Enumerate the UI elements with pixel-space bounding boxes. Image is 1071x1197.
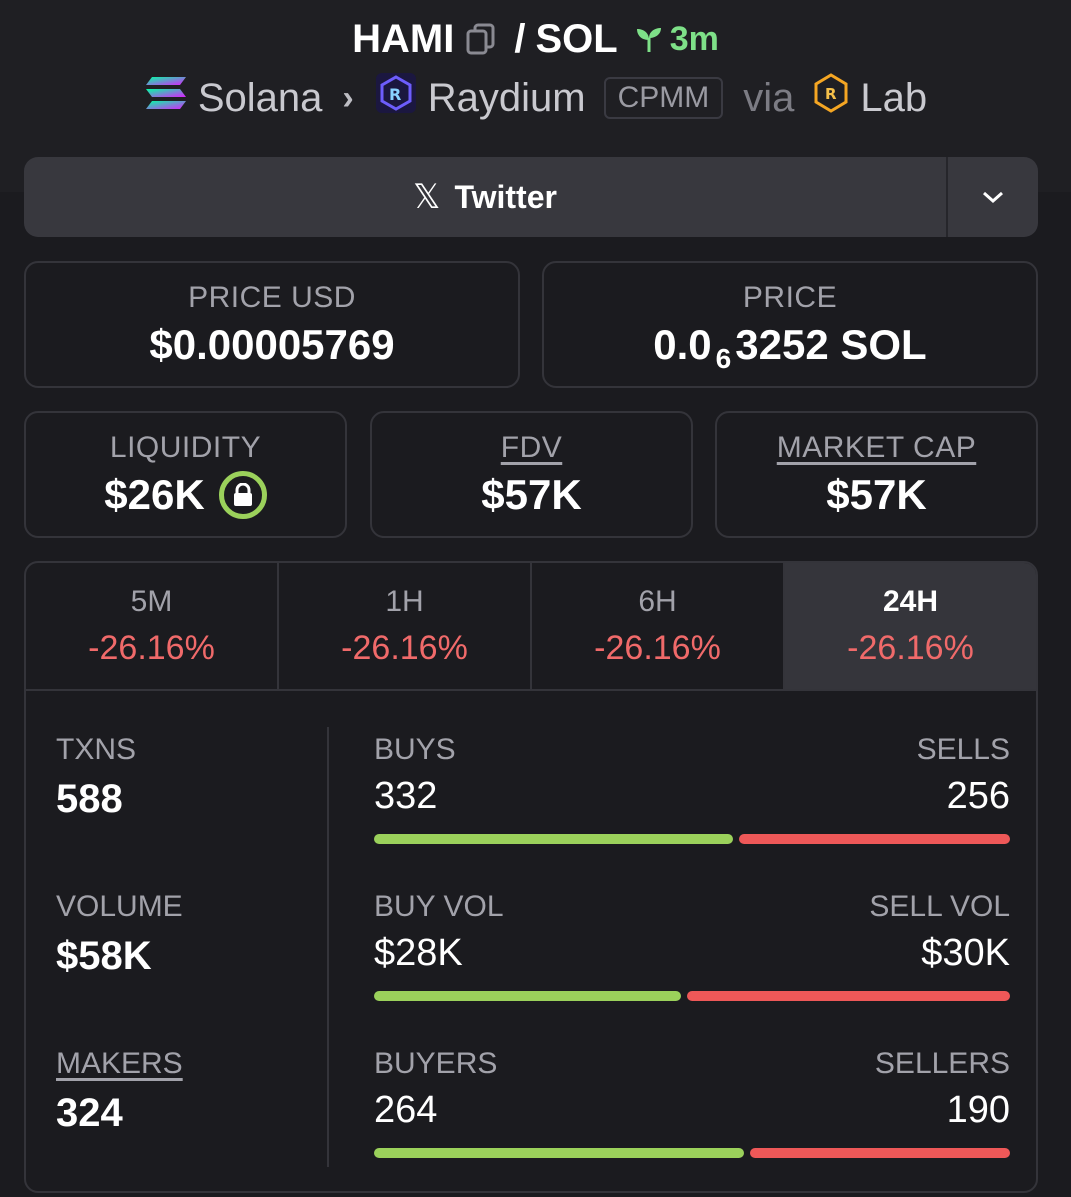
chevron-right-icon: › [342,78,354,117]
volume-value: $58K [56,934,152,978]
price-usd-value: $0.00005769 [149,320,395,368]
svg-text:R: R [389,85,401,104]
sellers-label: SELLERS [874,1047,1010,1080]
sellers-value: 190 [946,1089,1010,1131]
tab-6h[interactable]: 6H -26.16% [532,563,785,689]
sell-bar [750,1148,1010,1158]
sells-label: SELLS [916,733,1010,766]
column-divider [327,727,329,1167]
twitter-button[interactable]: 𝕏 Twitter [24,157,946,237]
fdv-label[interactable]: FDV [500,430,563,464]
timeframe-tabs: 5M -26.16% 1H -26.16% 6H -26.16% 24H -26… [26,563,1036,691]
tab-24h[interactable]: 24H -26.16% [785,563,1036,689]
volume-ratio-bar [374,991,1010,1001]
tab-change: -26.16% [847,628,974,667]
lock-icon[interactable] [218,470,267,519]
txns-label: TXNS [56,733,137,766]
tab-change: -26.16% [594,628,721,667]
volume-label: VOLUME [56,890,183,923]
sell-bar [739,834,1010,844]
stats-card: 5M -26.16% 1H -26.16% 6H -26.16% 24H -26… [24,561,1038,1193]
buys-label: BUYS [374,733,456,766]
tab-label: 24H [882,584,939,618]
buys-sells-pair: BUYS SELLS 332 256 [374,733,1010,844]
tab-label: 1H [385,584,424,618]
liquidity-label: LIQUIDITY [109,430,262,464]
market-cap-box: MARKET CAP $57K [715,411,1038,538]
token-symbol: HAMI [352,16,455,61]
tab-label: 5M [130,584,173,618]
chain-name[interactable]: Solana [197,75,323,120]
price-prefix: 0.0 [653,320,712,368]
price-usd-box: PRICE USD $0.00005769 [24,261,520,388]
via-label: via [743,75,795,120]
buys-sells-ratio-bar [374,834,1010,844]
liquidity-value: $26K [104,470,205,518]
price-suffix: 3252 SOL [735,320,927,368]
buyers-label: BUYERS [374,1047,498,1080]
pair-separator: / [514,16,526,61]
dex-name[interactable]: Raydium [427,75,586,120]
breadcrumb: Solana › R Raydium CPMM via R Lab [0,72,1071,124]
makers-pair: BUYERS SELLERS 264 190 [374,1047,1010,1158]
fdv-value: $57K [481,470,582,518]
launchpad-icon: R [812,72,850,124]
sell-vol-label: SELL VOL [869,890,1010,923]
price-usd-label: PRICE USD [188,280,356,314]
txns-stat: TXNS 588 [56,733,136,822]
sell-vol-value: $30K [921,932,1010,974]
twitter-label: Twitter [454,178,557,215]
social-bar: 𝕏 Twitter [24,157,1038,237]
buy-bar [374,1148,745,1158]
tab-5m[interactable]: 5M -26.16% [26,563,279,689]
price-native-box: PRICE 0.0 6 3252 SOL [542,261,1038,388]
socials-dropdown-button[interactable] [946,157,1038,237]
buyers-value: 264 [374,1089,438,1131]
quote-symbol: SOL [535,16,618,61]
tab-change: -26.16% [341,628,468,667]
price-native-label: PRICE [742,280,838,314]
sell-bar [687,991,1010,1001]
age-value: 3m [669,19,719,58]
pair-age: 3m [634,20,719,59]
solana-icon [144,75,188,121]
volume-stat: VOLUME $58K [56,890,183,979]
makers-label[interactable]: MAKERS [56,1047,183,1080]
fdv-box: FDV $57K [370,411,693,538]
sprout-icon [636,28,661,52]
buy-bar [374,991,682,1001]
sells-value: 256 [946,775,1010,817]
buy-vol-value: $28K [374,932,463,974]
txns-value: 588 [56,777,123,821]
chevron-down-icon [983,191,1003,204]
market-cap-value: $57K [826,470,927,518]
buys-value: 332 [374,775,438,817]
market-cap-label[interactable]: MARKET CAP [776,430,977,464]
copy-icon[interactable] [464,22,498,56]
tab-change: -26.16% [88,628,215,667]
price-zero-count: 6 [715,342,732,374]
launchpad-name[interactable]: Lab [860,75,928,120]
volume-pair: BUY VOL SELL VOL $28K $30K [374,890,1010,1001]
tab-1h[interactable]: 1H -26.16% [279,563,532,689]
svg-text:R: R [825,85,837,103]
liquidity-value-row: $26K [104,470,267,519]
tab-label: 6H [638,584,677,618]
x-logo-icon: 𝕏 [413,178,441,216]
liquidity-box: LIQUIDITY $26K [24,411,347,538]
price-native-value: 0.0 6 3252 SOL [653,320,927,374]
raydium-icon: R [374,71,418,125]
buy-bar [374,834,734,844]
makers-value: 324 [56,1091,123,1135]
pool-type-badge: CPMM [603,77,724,119]
makers-stat: MAKERS 324 [56,1047,183,1136]
buy-vol-label: BUY VOL [374,890,504,923]
pair-title: HAMI / SOL 3m [0,14,1071,64]
makers-ratio-bar [374,1148,1010,1158]
